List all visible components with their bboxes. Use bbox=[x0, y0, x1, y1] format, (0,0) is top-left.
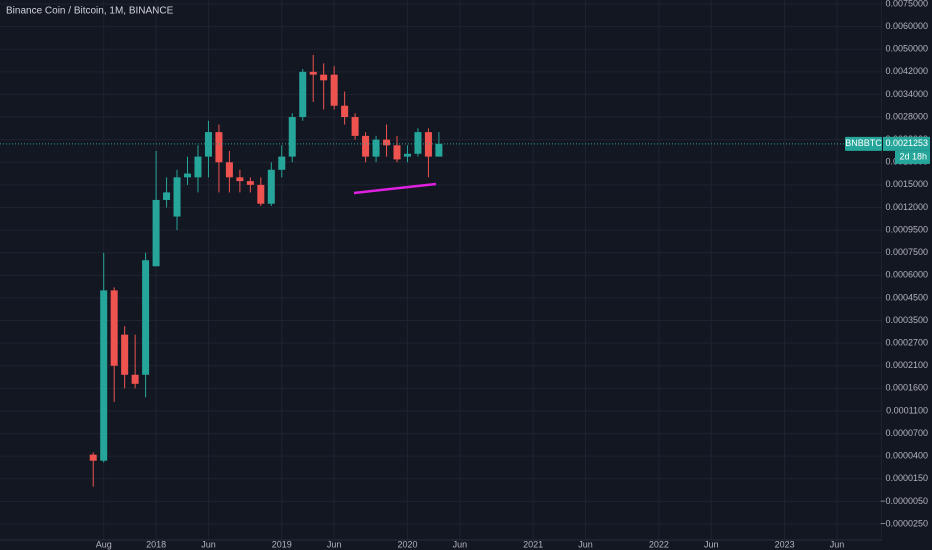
candle-body bbox=[341, 105, 349, 118]
x-tick-label: 2020 bbox=[397, 539, 417, 549]
x-tick-label: 2018 bbox=[146, 539, 166, 549]
x-tick-label: Aug bbox=[96, 539, 112, 549]
y-tick-label: 0.0060000 bbox=[885, 21, 928, 31]
x-tick-label: 2021 bbox=[523, 539, 543, 549]
candle-body bbox=[414, 132, 422, 154]
countdown-label: 2d 18h bbox=[899, 152, 927, 162]
candle-body bbox=[299, 71, 307, 118]
trend-line bbox=[353, 182, 437, 195]
candle-body bbox=[393, 145, 401, 160]
candles bbox=[0, 54, 882, 487]
candle-body bbox=[110, 290, 118, 366]
y-tick-label: 0.0001100 bbox=[886, 405, 928, 415]
candle-body bbox=[362, 135, 370, 157]
x-tick-label: Jun bbox=[201, 539, 216, 549]
y-tick-label: 0.0075000 bbox=[885, 0, 928, 8]
candle-body bbox=[403, 153, 411, 157]
countdown-box bbox=[895, 150, 930, 164]
y-tick-label: 0.0015000 bbox=[885, 179, 928, 189]
y-tick-label: −0.0000050 bbox=[880, 496, 928, 506]
y-tick-label: 0.0000400 bbox=[885, 451, 928, 461]
candle-body bbox=[89, 454, 97, 461]
candle-body bbox=[184, 173, 192, 178]
candle-body bbox=[351, 117, 359, 136]
candle-body bbox=[435, 143, 443, 157]
y-tick-label: 0.0003500 bbox=[885, 315, 928, 325]
candle-body bbox=[278, 156, 286, 170]
y-tick-label: 0.0000150 bbox=[885, 473, 928, 483]
y-tick-label: 0.0002700 bbox=[885, 338, 928, 348]
candle-body bbox=[257, 184, 265, 204]
candle-body bbox=[215, 132, 223, 163]
x-tick-label: 2023 bbox=[775, 539, 795, 549]
price-tag: BNBBTC 0.0021253 2d 18h bbox=[845, 136, 930, 164]
symbol-box bbox=[845, 136, 882, 151]
y-tick-label: 0.0004500 bbox=[885, 292, 928, 302]
candle-body bbox=[121, 334, 129, 375]
x-tick-label: 2022 bbox=[649, 539, 669, 549]
x-tick-label: Jun bbox=[704, 539, 719, 549]
y-tick-label: 0.0007500 bbox=[885, 247, 928, 257]
y-tick-label: 0.0034000 bbox=[885, 89, 928, 99]
x-tick-label: Jun bbox=[453, 539, 468, 549]
candle-body bbox=[246, 181, 254, 185]
candle-body bbox=[173, 177, 181, 217]
price-axis bbox=[882, 0, 932, 550]
candle-body bbox=[383, 139, 391, 146]
candle-body bbox=[131, 374, 139, 384]
candle-body bbox=[330, 74, 338, 106]
price-box bbox=[883, 136, 930, 151]
candle-body bbox=[267, 169, 275, 204]
candle-body bbox=[372, 139, 380, 157]
candle-body bbox=[309, 71, 317, 75]
candle-body bbox=[236, 177, 244, 182]
y-tick-label: −0.0000250 bbox=[880, 518, 928, 528]
symbol-label: BNBBTC bbox=[845, 138, 882, 148]
y-tick-label: 0.0000700 bbox=[885, 428, 928, 438]
y-tick-label: 0.0009500 bbox=[885, 224, 928, 234]
candle-body bbox=[194, 156, 202, 178]
y-tick-label: 0.0006000 bbox=[885, 270, 928, 280]
y-tick-label: 0.0001600 bbox=[885, 383, 928, 393]
y-tick-label: 0.0042000 bbox=[885, 66, 928, 76]
candle-body bbox=[152, 199, 160, 267]
y-tick-label: 0.0002100 bbox=[885, 360, 928, 370]
candle-body bbox=[142, 260, 150, 375]
y-tick-label: 0.0050000 bbox=[885, 44, 928, 54]
y-tick-label: 0.0028000 bbox=[885, 111, 928, 121]
candle-body bbox=[204, 132, 212, 157]
candle-body bbox=[163, 192, 171, 200]
x-tick-label: Jun bbox=[578, 539, 593, 549]
grid bbox=[0, 0, 882, 540]
candle-body bbox=[320, 74, 328, 81]
candle-body bbox=[424, 132, 432, 157]
candle-body bbox=[100, 290, 108, 461]
x-tick-label: Jun bbox=[830, 539, 845, 549]
last-price-label: 0.0021253 bbox=[885, 138, 928, 148]
y-tick-label: 0.0012000 bbox=[885, 202, 928, 212]
candle-body bbox=[225, 162, 233, 178]
x-tick-label: 2019 bbox=[272, 539, 292, 549]
x-tick-label: Jun bbox=[327, 539, 342, 549]
candle-body bbox=[288, 117, 296, 157]
chart-title: Binance Coin / Bitcoin, 1M, BINANCE bbox=[6, 6, 174, 17]
